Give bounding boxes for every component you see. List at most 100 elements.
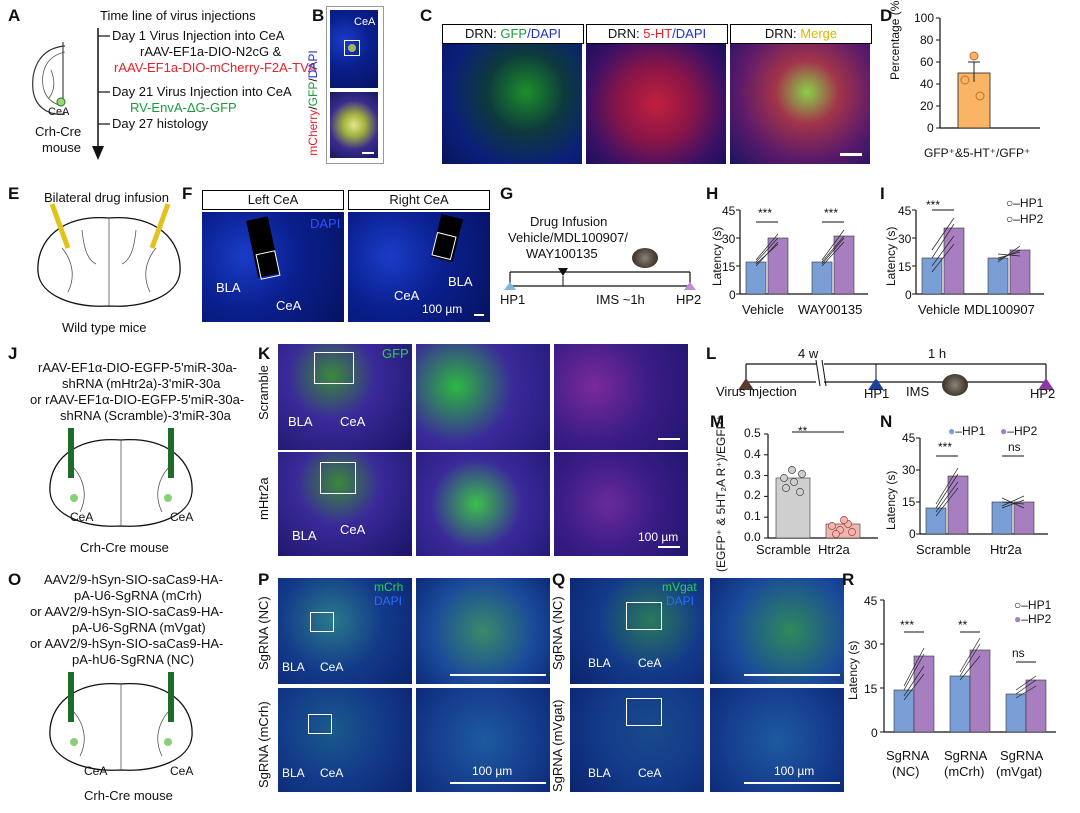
f-left-cea: CeA — [276, 298, 302, 313]
r-group-mcrh-a: SgRNA — [944, 748, 988, 763]
panel-label-f: F — [182, 184, 193, 203]
channel-merge-a: DRN: — [764, 26, 801, 41]
channel-gfp-a: DRN: — [464, 26, 501, 41]
h-bar-vehicle-hp1 — [745, 261, 767, 295]
micrograph-k-scramble-zoom1 — [416, 344, 550, 450]
d-tick-60: 60 — [920, 55, 934, 69]
channel-gfp-b: GFP — [500, 26, 528, 41]
o-line6: pA-hU6-SgRNA (NC) — [72, 652, 195, 667]
micrograph-k-htr2a-overview: BLA CeA — [278, 452, 412, 556]
k-cea-label-1: CeA — [340, 414, 366, 429]
r-legend-hp1-text: HP1 — [1027, 598, 1052, 612]
panel-label-i: I — [880, 184, 885, 203]
panel-label-p: P — [258, 570, 270, 589]
mouse-line-a1: Crh-Cre — [35, 124, 82, 139]
micrograph-k-scramble-overview: GFP BLA CeA — [278, 344, 412, 450]
timeline-g — [504, 268, 696, 290]
micrograph-f-left: BLA CeA DAPI — [202, 212, 344, 322]
f-left-title: Left CeA — [202, 190, 344, 210]
micrograph-p-nc-zoom — [416, 578, 550, 684]
chart-d-bar — [957, 72, 991, 129]
mouse-illustration-l — [942, 374, 968, 396]
i-legend-hp1: ○‒HP1 — [1006, 196, 1044, 210]
micrograph-b-zoom — [330, 92, 378, 158]
micrograph-p-mcrh-zoom: 100 µm — [416, 688, 550, 792]
n-legend-hp2-text: HP2 — [1013, 424, 1038, 438]
micrograph-q-mvgat-overview: BLA CeA — [570, 688, 704, 792]
j-line1: rAAV-EF1α-DIO-EGFP-5'miR-30a- — [38, 360, 238, 375]
r-legend-hp1: ○‒HP1 — [1014, 598, 1052, 612]
n-tick-15: 15 — [902, 495, 916, 509]
panel-label-a: A — [8, 6, 21, 25]
chart-n — [916, 437, 1048, 535]
panel-label-j: J — [8, 344, 18, 363]
micrograph-f-right: BLA CeA 100 µm — [348, 212, 490, 322]
panel-label-h: H — [706, 184, 719, 203]
q-cea-1: CeA — [638, 656, 662, 670]
panel-label-e: E — [8, 184, 20, 203]
i-tick-0: 0 — [905, 288, 912, 302]
channel-label-5ht: DRN: 5-HT/DAPI — [586, 24, 728, 44]
o-line2: pA-U6-SgRNA (mCrh) — [74, 588, 202, 603]
h-sig-1: *** — [758, 206, 773, 220]
timeline-arrow-a — [92, 28, 110, 160]
l-hp1: HP1 — [864, 386, 890, 401]
stain-legend-b: mCherry/GFP/DAPI — [306, 50, 320, 156]
d-tick-40: 40 — [920, 77, 934, 91]
q-stain-a: mVgat — [662, 580, 697, 594]
h-tick-30: 30 — [722, 232, 736, 246]
micrograph-c-5ht — [586, 44, 726, 164]
o-cea-right: CeA — [170, 764, 194, 778]
i-group-vehicle: Vehicle — [918, 302, 960, 317]
brain-coronal-j — [49, 428, 193, 527]
g-ims: IMS ~1h — [596, 292, 645, 307]
i-tick-30: 30 — [898, 232, 912, 246]
e-caption: Wild type mice — [62, 320, 147, 335]
n-sig-2: ns — [1008, 440, 1021, 454]
i-tick-45: 45 — [898, 204, 912, 218]
timeline-day1: Day 1 Virus Injection into CeA — [112, 28, 285, 43]
brain-coronal-o — [49, 672, 193, 771]
timeline-virus2: rAAV-EF1a-DIO-mCherry-F2A-TVA — [114, 60, 317, 75]
panel-label-b: B — [312, 6, 325, 25]
channel-gfp-c: /DAPI — [527, 26, 562, 41]
r-bar-mvgat-hp2 — [1025, 679, 1047, 733]
d-tick-100: 100 — [914, 11, 935, 25]
m-group-scramble: Scramble — [756, 542, 811, 557]
frame-b — [326, 6, 384, 164]
channel-label-gfp: DRN: GFP/DAPI — [442, 24, 584, 44]
r-tick-45: 45 — [864, 594, 878, 608]
o-line5: or AAV2/9-hSyn-SIO-saCas9-HA- — [30, 636, 224, 651]
brain-coronal-e — [37, 203, 181, 307]
o-line3: or AAV2/9-hSyn-SIO-saCas9-HA- — [30, 604, 224, 619]
h-bar-vehicle-hp2 — [767, 237, 789, 295]
q-cea-2: CeA — [638, 766, 662, 780]
r-sig-3: ns — [1012, 646, 1025, 660]
i-bar-mdl-hp2 — [1009, 249, 1031, 295]
j-line4: shRNA (Scramble)-3'miR-30a — [60, 408, 231, 423]
chart-i — [912, 209, 1044, 295]
l-w4: 4 w — [798, 346, 819, 361]
j-line3: or rAAV-EF1α-DIO-EGFP-5'miR-30a- — [30, 392, 245, 407]
r-legend-hp2-text: HP2 — [1027, 612, 1052, 626]
o-line4: pA-U6-SgRNA (mVgat) — [72, 620, 206, 635]
micrograph-p-nc-overview: mCrh DAPI BLA CeA — [278, 578, 412, 684]
r-group-mvgat-a: SgRNA — [1000, 748, 1044, 763]
j-caption: Crh-Cre mouse — [80, 540, 169, 555]
r-tick-30: 30 — [864, 638, 878, 652]
chart-d — [936, 17, 1040, 129]
timeline-virus1: rAAV-EF1a-DIO-N2cG & — [140, 44, 282, 59]
h-sig-2: *** — [824, 206, 839, 220]
f-scale-label: 100 µm — [422, 302, 463, 316]
mouse-illustration-g — [632, 248, 658, 268]
m-group-htr2a: Htr2a — [818, 542, 850, 557]
panel-label-d: D — [880, 6, 893, 25]
f-right-cea: CeA — [394, 288, 420, 303]
i-group-mdl: MDL100907 — [964, 302, 1035, 317]
k-bla-label-2: BLA — [292, 528, 317, 543]
q-bla-2: BLA — [588, 766, 611, 780]
j-line2: shRNA (mHtr2a)-3'miR-30a — [62, 376, 221, 391]
panel-label-n: N — [880, 412, 893, 431]
r-sig-1: *** — [900, 618, 915, 632]
f-dapi-label: DAPI — [310, 216, 341, 231]
